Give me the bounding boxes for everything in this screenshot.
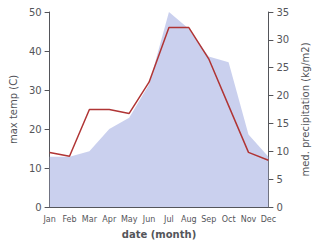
svg-text:max temp (C): max temp (C) bbox=[8, 75, 19, 144]
svg-text:Apr: Apr bbox=[102, 215, 117, 224]
svg-text:Jul: Jul bbox=[163, 215, 174, 224]
svg-text:date (month): date (month) bbox=[122, 229, 196, 240]
svg-text:25: 25 bbox=[276, 62, 289, 73]
svg-text:med. precipitation (kg/m2): med. precipitation (kg/m2) bbox=[300, 42, 311, 176]
svg-text:Oct: Oct bbox=[222, 215, 236, 224]
svg-text:Nov: Nov bbox=[241, 215, 257, 224]
svg-text:Mar: Mar bbox=[82, 215, 98, 224]
svg-text:0: 0 bbox=[35, 202, 41, 213]
svg-text:20: 20 bbox=[276, 90, 289, 101]
svg-text:30: 30 bbox=[29, 85, 42, 96]
svg-text:Aug: Aug bbox=[181, 215, 197, 224]
svg-text:Feb: Feb bbox=[62, 215, 76, 224]
svg-text:Jun: Jun bbox=[142, 215, 156, 224]
svg-text:5: 5 bbox=[276, 174, 282, 185]
svg-text:10: 10 bbox=[276, 146, 289, 157]
svg-text:Sep: Sep bbox=[201, 215, 216, 224]
svg-text:30: 30 bbox=[276, 34, 289, 45]
svg-text:10: 10 bbox=[29, 163, 42, 174]
svg-text:20: 20 bbox=[29, 124, 42, 135]
svg-text:35: 35 bbox=[276, 7, 289, 18]
svg-text:40: 40 bbox=[29, 46, 42, 57]
svg-text:50: 50 bbox=[29, 7, 42, 18]
svg-text:15: 15 bbox=[276, 118, 289, 129]
svg-text:Dec: Dec bbox=[261, 215, 276, 224]
svg-text:0: 0 bbox=[276, 202, 282, 213]
svg-text:Jan: Jan bbox=[42, 215, 55, 224]
svg-text:May: May bbox=[121, 215, 138, 224]
